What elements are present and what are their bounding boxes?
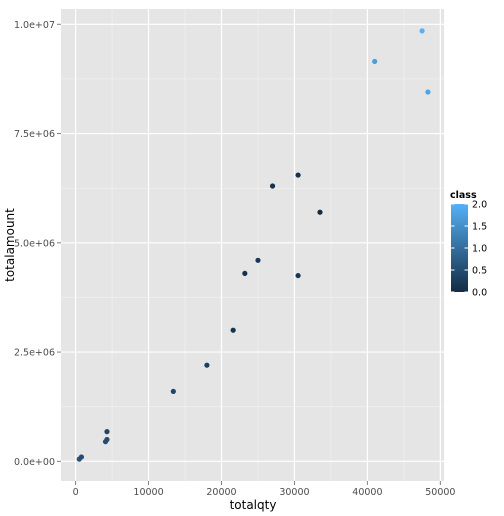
data-point	[425, 89, 431, 95]
legend-tick-label: 0.5	[472, 266, 487, 277]
data-point	[295, 272, 301, 279]
y-axis-ticks: 0.0e+00 2.5e+06 5.0e+06 7.5e+06 1.0e+07	[14, 20, 61, 468]
legend-colorbar	[451, 204, 468, 292]
y-tick-label: 5.0e+06	[14, 238, 55, 249]
legend-tick-labels: 2.0 1.5 1.0 0.5 0.0	[451, 200, 487, 299]
legend-tick-label: 1.5	[472, 222, 487, 233]
legend-tick-label: 0.0	[472, 288, 487, 299]
data-point	[419, 28, 425, 34]
data-point	[78, 454, 85, 460]
y-tick-label: 2.5e+06	[14, 348, 55, 359]
legend-tick-label: 2.0	[472, 200, 487, 211]
data-points	[76, 28, 431, 462]
data-point	[170, 388, 176, 395]
data-point	[295, 172, 301, 178]
x-tick-label: 30000	[279, 487, 309, 498]
data-point	[230, 327, 236, 333]
x-tick-label: 0	[73, 487, 79, 498]
x-axis-title: totalqty	[230, 498, 277, 512]
x-tick-label: 50000	[425, 487, 455, 498]
y-tick-label: 1.0e+07	[14, 20, 55, 31]
data-point	[204, 362, 210, 368]
x-tick-label: 20000	[206, 487, 236, 498]
data-point	[269, 183, 276, 189]
y-tick-label: 0.0e+00	[14, 457, 55, 468]
legend: class 2.0 1.5 1.0 0.5 0.0	[450, 190, 487, 299]
data-point	[102, 439, 109, 445]
y-tick-label: 7.5e+06	[14, 129, 55, 140]
minor-grid	[61, 9, 444, 481]
y-axis-title: totalamount	[3, 208, 17, 282]
data-point	[242, 270, 248, 277]
plot-panel	[61, 9, 444, 481]
data-point	[255, 257, 261, 263]
x-axis-ticks: 0 10000 20000 30000 40000 50000	[73, 481, 455, 498]
legend-title: class	[450, 190, 477, 201]
data-point	[372, 58, 378, 65]
data-point	[317, 209, 323, 215]
data-point	[104, 429, 110, 435]
legend-tick-label: 1.0	[472, 244, 487, 255]
major-grid	[61, 9, 444, 481]
x-tick-label: 40000	[352, 487, 382, 498]
x-tick-label: 10000	[133, 487, 163, 498]
